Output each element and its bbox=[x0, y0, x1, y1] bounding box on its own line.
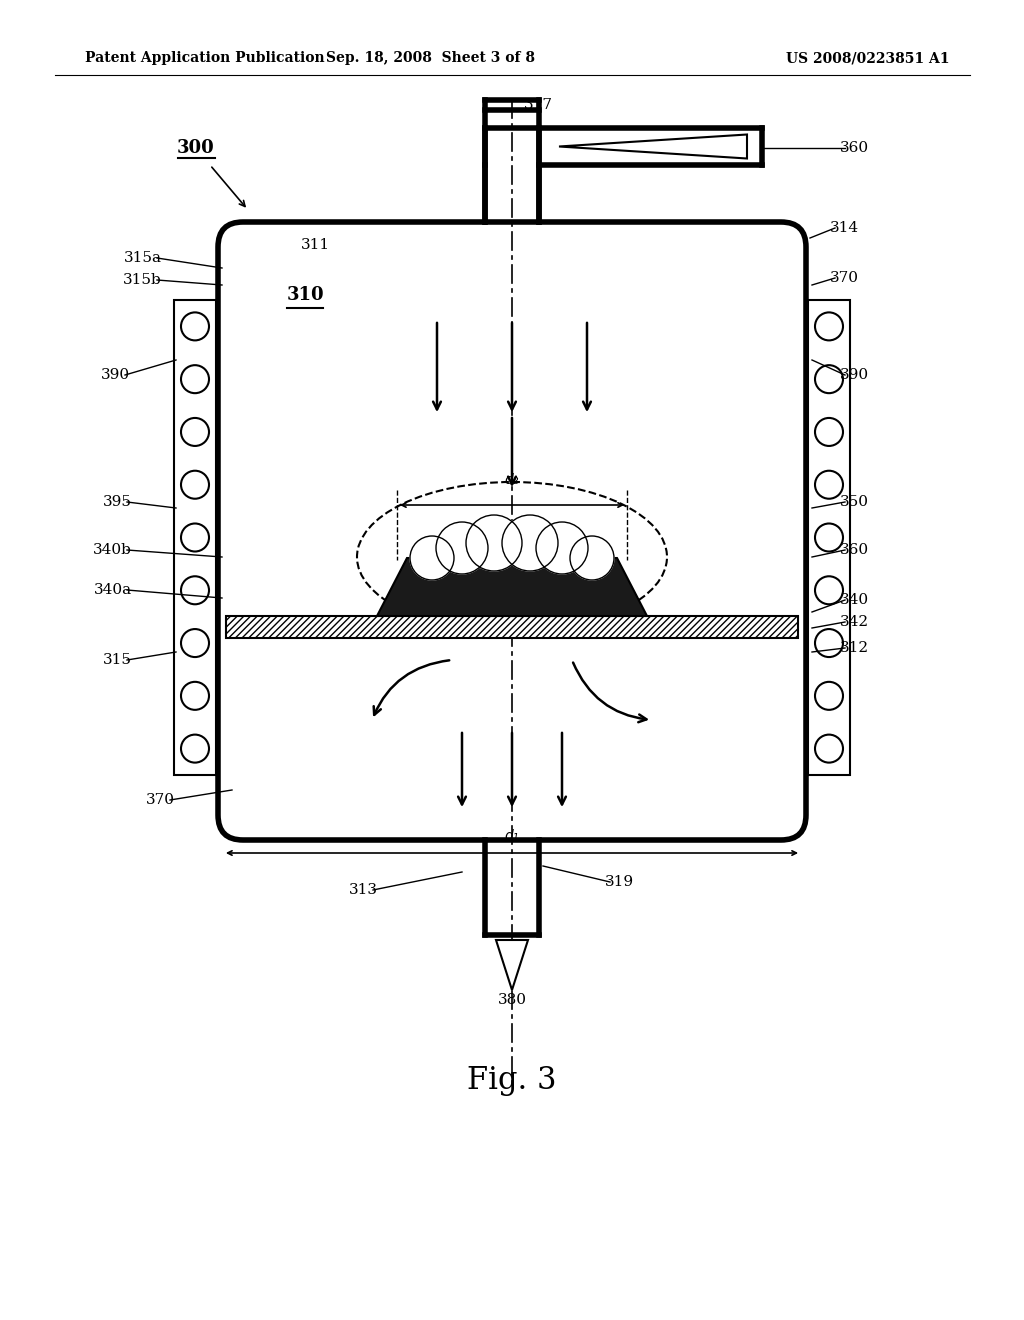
Text: Sep. 18, 2008  Sheet 3 of 8: Sep. 18, 2008 Sheet 3 of 8 bbox=[326, 51, 535, 65]
Text: 313: 313 bbox=[349, 883, 378, 898]
Text: 380: 380 bbox=[498, 993, 526, 1007]
Text: 370: 370 bbox=[830, 271, 859, 285]
Circle shape bbox=[502, 515, 558, 572]
Text: 390: 390 bbox=[101, 368, 130, 381]
Text: 314: 314 bbox=[830, 220, 859, 235]
Text: 370: 370 bbox=[146, 793, 175, 807]
Text: 315a: 315a bbox=[124, 251, 162, 265]
Text: d₂: d₂ bbox=[505, 473, 519, 487]
Text: Fig. 3: Fig. 3 bbox=[467, 1064, 557, 1096]
Text: Patent Application Publication: Patent Application Publication bbox=[85, 51, 325, 65]
Text: d₁: d₁ bbox=[505, 829, 519, 843]
Text: 312: 312 bbox=[840, 642, 869, 655]
Text: 390: 390 bbox=[840, 368, 869, 381]
Bar bbox=[808, 300, 850, 775]
Circle shape bbox=[570, 536, 614, 579]
Polygon shape bbox=[377, 558, 647, 616]
Text: 340: 340 bbox=[840, 593, 869, 607]
Text: 319: 319 bbox=[605, 875, 634, 888]
Text: 340a: 340a bbox=[94, 583, 132, 597]
Polygon shape bbox=[559, 135, 746, 158]
Text: 360: 360 bbox=[840, 543, 869, 557]
Text: 315: 315 bbox=[103, 653, 132, 667]
Polygon shape bbox=[496, 940, 528, 990]
Bar bbox=[174, 300, 216, 775]
Text: 311: 311 bbox=[301, 238, 330, 252]
Bar bbox=[226, 616, 798, 638]
Text: US 2008/0223851 A1: US 2008/0223851 A1 bbox=[786, 51, 950, 65]
Text: 340b: 340b bbox=[93, 543, 132, 557]
Text: 342: 342 bbox=[840, 615, 869, 630]
Circle shape bbox=[410, 536, 454, 579]
Text: 360: 360 bbox=[840, 141, 869, 154]
Circle shape bbox=[466, 515, 522, 572]
Circle shape bbox=[536, 521, 588, 574]
Text: 317: 317 bbox=[524, 98, 553, 112]
Text: 310: 310 bbox=[286, 286, 324, 304]
Text: 300: 300 bbox=[177, 139, 215, 157]
Circle shape bbox=[436, 521, 488, 574]
Text: 315b: 315b bbox=[123, 273, 162, 286]
Text: 395: 395 bbox=[103, 495, 132, 510]
Text: 350: 350 bbox=[840, 495, 869, 510]
